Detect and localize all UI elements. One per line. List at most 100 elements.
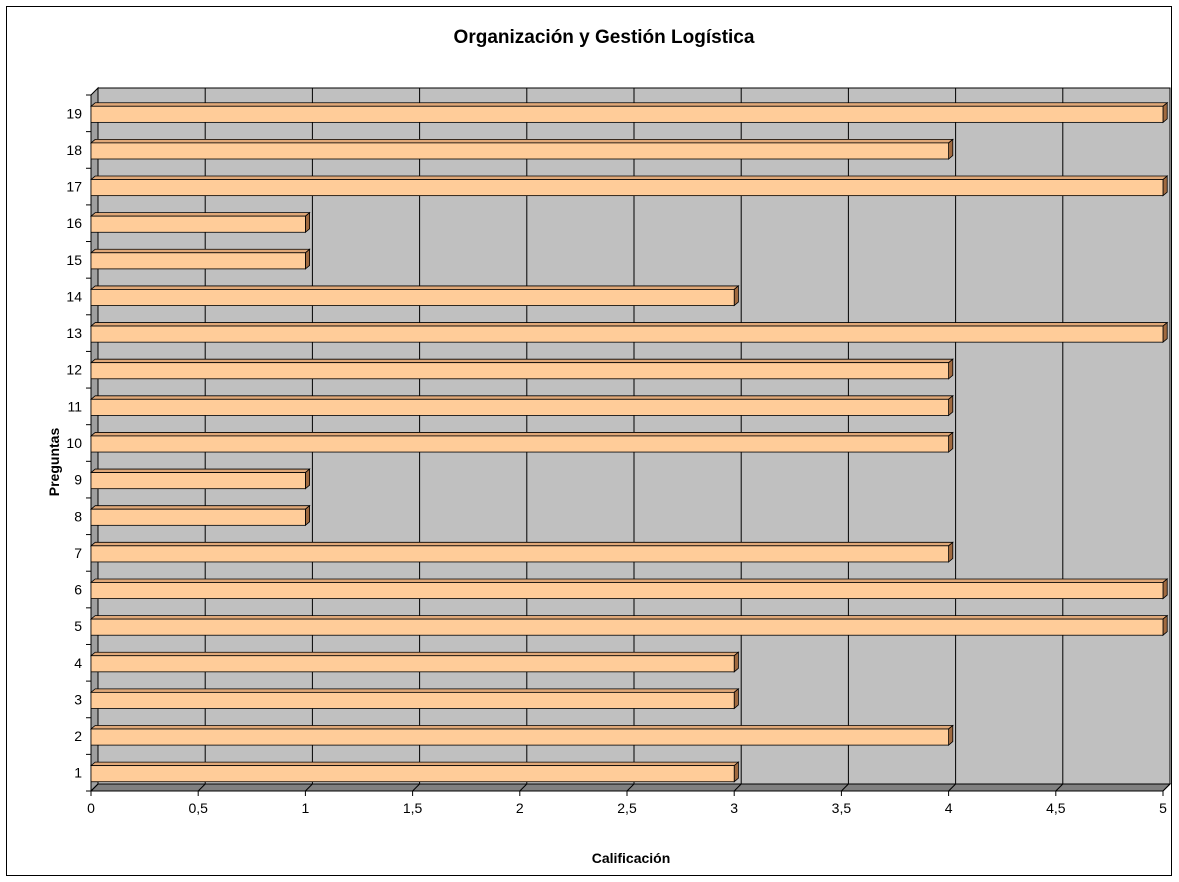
floor-tick [1055, 783, 1064, 792]
y-tick-label: 7 [74, 545, 82, 561]
bar [89, 211, 311, 234]
bar [89, 541, 954, 563]
bar-top-face [89, 688, 740, 693]
floor-tick [626, 783, 635, 792]
bar-top-face [89, 615, 1169, 620]
bar-top-face [89, 468, 311, 473]
floor-tick [733, 783, 742, 792]
bar-front-face [90, 215, 306, 233]
bar-front-face [90, 105, 1164, 123]
bar-front-face [90, 289, 735, 306]
bar-top-face [89, 505, 311, 510]
x-tick-label: 3 [730, 800, 738, 816]
y-tick-label: 1 [74, 765, 82, 781]
bar-side-face [304, 468, 311, 490]
bar-top-face [89, 248, 311, 254]
y-tick-label: 8 [74, 508, 82, 524]
bar [89, 248, 311, 270]
y-tick-label: 4 [74, 655, 82, 671]
bar-side-face [948, 724, 954, 746]
bar [89, 358, 954, 380]
y-tick-label: 17 [66, 179, 82, 195]
bar-side-face [733, 688, 739, 710]
y-tick-label: 2 [74, 728, 82, 744]
floor-tick [305, 783, 313, 792]
bar [89, 688, 740, 710]
bar-top-face [89, 138, 954, 144]
bar-front-face [90, 362, 949, 380]
bar-top-face [89, 285, 740, 290]
chart-title: Organización y Gestión Logística [454, 27, 755, 48]
bar [89, 138, 954, 160]
bar-top-face [89, 578, 1169, 583]
x-tick-label: 4 [945, 800, 953, 816]
y-tick-label: 15 [66, 252, 82, 268]
bar [89, 614, 1169, 637]
x-tick-label: 1,5 [403, 800, 423, 816]
x-tick-label: 0,5 [188, 800, 208, 816]
floor-tick [412, 783, 420, 792]
floor-tick [1162, 783, 1171, 792]
x-tick-label: 5 [1159, 800, 1167, 816]
y-tick-label: 5 [74, 618, 82, 634]
bar-front-face [90, 545, 949, 563]
bar-front-face [90, 252, 306, 270]
bar-top-face [89, 541, 954, 547]
floor-tick [197, 783, 206, 792]
bar-side-face [948, 431, 954, 453]
bar-side-face [948, 138, 954, 160]
bar-top-face [89, 322, 1169, 327]
bar-front-face [90, 691, 735, 709]
y-tick-label: 9 [74, 472, 82, 488]
bar-side-face [948, 394, 954, 417]
bar [89, 468, 311, 490]
x-tick-label: 2 [516, 800, 524, 816]
bar-front-face [90, 582, 1164, 599]
bar-side-face [733, 285, 739, 307]
bar [89, 285, 740, 307]
x-tick-label: 0 [87, 800, 95, 816]
y-tick-label: 19 [66, 105, 82, 121]
floor-tick [948, 783, 956, 792]
bar-side-face [1162, 321, 1168, 344]
bar [89, 651, 740, 673]
bar-top-face [89, 395, 954, 400]
x-tick-label: 3,5 [832, 800, 852, 816]
bar [89, 504, 311, 527]
bar-front-face [90, 398, 949, 416]
bar [89, 724, 954, 746]
bar-side-face [304, 504, 311, 527]
bar [89, 175, 1169, 197]
y-tick-label: 16 [66, 215, 82, 231]
bar-side-face [1162, 578, 1168, 600]
bar-side-face [948, 358, 954, 380]
x-tick-label: 2,5 [617, 800, 637, 816]
bar-side-face [1162, 101, 1168, 124]
bar-front-face [90, 179, 1164, 197]
bar-top-face [89, 175, 1169, 180]
floor-tick [519, 783, 528, 792]
y-axis-label: Preguntas [46, 428, 62, 497]
bar-side-face [733, 761, 739, 783]
bar [89, 578, 1169, 600]
y-tick-label: 10 [66, 435, 82, 451]
bar-top-face [89, 725, 954, 730]
bar-side-face [304, 211, 311, 234]
y-tick-label: 6 [74, 582, 82, 598]
bar-front-face [90, 325, 1164, 343]
bars [89, 101, 1169, 783]
bar-top-face [89, 102, 1169, 107]
bar [89, 101, 1169, 124]
bar-top-face [89, 761, 740, 767]
y-tick-label: 18 [66, 142, 82, 158]
bar-side-face [1162, 175, 1168, 197]
bar-front-face [90, 618, 1164, 636]
bar-side-face [304, 248, 311, 270]
floor-tick [841, 783, 849, 792]
y-tick-label: 12 [66, 362, 82, 378]
bar-front-face [90, 142, 949, 160]
bar-top-face [89, 358, 954, 364]
bar-top-face [89, 212, 311, 217]
x-axis-label: Calificación [592, 850, 671, 866]
